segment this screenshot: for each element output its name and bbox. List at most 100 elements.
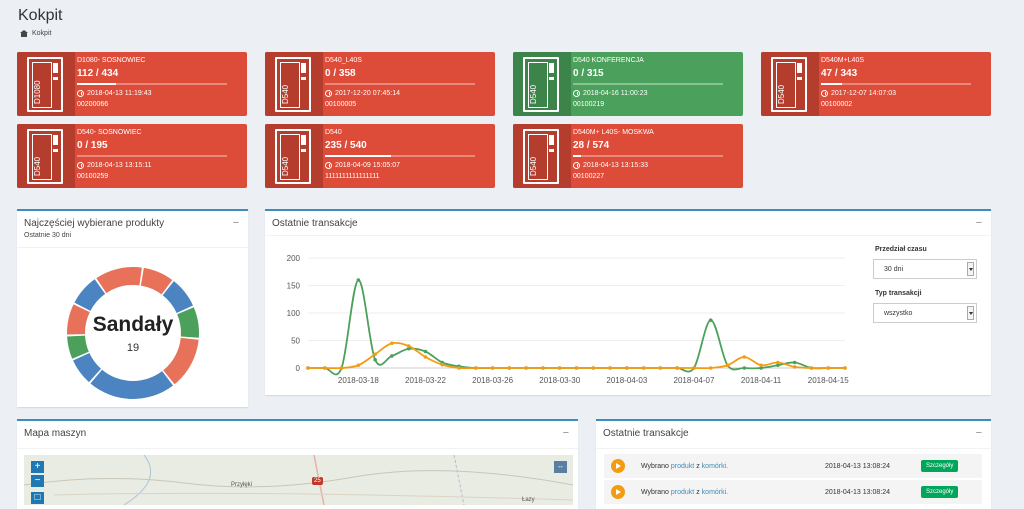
stock-progress-bar (573, 83, 723, 85)
data-point (675, 366, 679, 370)
machine-card[interactable]: D540 D540 235 / 540 2018-04-09 15:05:07 1111… (265, 124, 495, 188)
machine-last-sync: 2017-12-20 07:45:14 (325, 90, 400, 97)
road-badge: 25 (312, 477, 323, 485)
map-view[interactable]: + − □ ↔ Przyłęki Łazy 25 (24, 455, 573, 505)
data-point (373, 352, 377, 357)
machine-card[interactable]: D540 D540- SOSNOWIEC 0 / 195 2018-04-13 13:… (17, 124, 247, 188)
collapse-icon[interactable]: − (975, 427, 982, 439)
donut-segment[interactable] (90, 369, 174, 399)
machine-stock-count: 0 / 315 (573, 68, 604, 79)
type-select[interactable]: wszystko (873, 303, 977, 323)
type-select-value: wszystko (884, 310, 913, 317)
data-point (725, 363, 730, 368)
collapse-icon[interactable]: − (232, 217, 239, 229)
data-point (591, 366, 596, 370)
clock-icon (77, 90, 84, 97)
zoom-out-button[interactable]: − (31, 475, 44, 487)
machine-icon-box: D540 (513, 52, 571, 116)
recent-transactions-title: Ostatnie transakcje (603, 428, 689, 439)
machine-last-sync: 2018-04-16 11:00:23 (573, 90, 647, 97)
data-point (373, 357, 377, 362)
machine-icon-box: D540 (265, 124, 323, 188)
machine-card[interactable]: D540 D540 KONFERENCJA 0 / 315 2018-04-16 11… (513, 52, 743, 116)
machine-stock-count: 235 / 540 (325, 140, 367, 151)
machine-model: D540 (529, 156, 538, 176)
donut-segment[interactable] (67, 335, 89, 359)
data-point (742, 355, 747, 359)
data-point (339, 366, 344, 370)
machine-model: D540 (281, 156, 290, 176)
data-point (356, 278, 361, 282)
zoom-in-button[interactable]: + (31, 461, 44, 473)
machine-date: 2018-04-09 15:05:07 (335, 162, 400, 169)
clock-icon (573, 162, 580, 169)
details-button[interactable]: Szczegóły (921, 460, 959, 472)
data-point (423, 355, 428, 359)
transaction-time: 2018-04-13 13:08:24 (825, 488, 890, 496)
stock-progress-bar (325, 155, 475, 157)
donut-segment[interactable] (177, 307, 199, 338)
donut-segment[interactable] (140, 267, 173, 295)
collapse-icon[interactable]: − (562, 427, 569, 439)
donut-center-value: 19 (127, 342, 139, 354)
data-point (541, 366, 545, 370)
transaction-time: 2018-04-13 13:08:24 (825, 462, 890, 470)
data-point (440, 362, 445, 367)
x-tick-label: 2018-04-15 (808, 376, 849, 385)
machine-date: 2018-04-16 11:00:23 (583, 90, 648, 97)
vending-machine-icon: D540 (523, 129, 559, 184)
data-point (776, 360, 780, 365)
data-point (557, 366, 562, 370)
machine-model: D540 (33, 156, 42, 176)
layers-button[interactable]: □ (31, 492, 44, 504)
machine-card[interactable]: D540 D540M+L40S 47 / 343 2017-12-07 14:07:0… (761, 52, 991, 116)
machine-map-box: Mapa maszyn − + − □ ↔ Przyłęki Łazy 25 (17, 419, 578, 509)
machine-date: 2017-12-20 07:45:14 (335, 90, 400, 97)
source-link[interactable]: komórki. (701, 488, 729, 496)
data-point (608, 366, 612, 370)
fullscreen-button[interactable]: ↔ (554, 461, 567, 473)
data-point (356, 363, 361, 368)
clock-icon (325, 162, 332, 169)
series-line (308, 341, 845, 370)
machine-date: 2018-04-13 13:15:11 (87, 162, 152, 169)
donut-center-label: Sandały (93, 313, 174, 336)
data-point (322, 366, 327, 370)
transactions-line-chart: 200 150 100 50 0 2018-03-18 2018-03-22 2018-03-… (287, 254, 850, 385)
data-point (776, 363, 780, 368)
donut-segment[interactable] (74, 279, 106, 311)
clock-icon (573, 90, 580, 97)
data-point (809, 366, 814, 370)
machine-name: D540_L40S (325, 57, 362, 64)
map-place-label: Przyłęki (231, 482, 253, 488)
machine-stock-count: 0 / 358 (325, 68, 356, 79)
donut-segment[interactable] (96, 267, 142, 294)
product-link[interactable]: produkt (670, 488, 695, 496)
machine-card[interactable]: D540 D540_L40S 0 / 358 2017-12-20 07:45:14 0… (265, 52, 495, 116)
machine-icon-box: D540 (17, 124, 75, 188)
transaction-row: Wybrano produkt z komórki. 2018-04-13 13:… (604, 454, 982, 478)
machine-card[interactable]: D1080 D1080- SOSNOWIEC 112 / 434 2018-04-13… (17, 52, 247, 116)
breadcrumb-label: Kokpit (32, 30, 52, 37)
data-point (524, 366, 528, 370)
period-select[interactable]: 30 dni (873, 259, 977, 279)
map-place-label: Łazy (522, 497, 535, 503)
source-link[interactable]: komórki. (701, 462, 729, 470)
product-link[interactable]: produkt (670, 462, 695, 470)
collapse-icon[interactable]: − (975, 217, 982, 229)
tx-mid: z (696, 488, 700, 496)
donut-segment[interactable] (162, 281, 193, 313)
breadcrumb[interactable]: Kokpit (20, 30, 51, 37)
donut-segment[interactable] (73, 353, 101, 383)
vending-machine-icon: D540 (27, 129, 63, 184)
donut-segment[interactable] (67, 304, 90, 335)
machine-card[interactable]: D540 D540M+ L40S- MOSKWA 28 / 574 2018-04-1… (513, 124, 743, 188)
machine-model: D540 (529, 84, 538, 104)
vending-machine-icon: D540 (275, 57, 311, 112)
stock-progress-bar (77, 83, 227, 85)
details-button[interactable]: Szczegóły (921, 486, 959, 498)
vending-machine-icon: D540 (523, 57, 559, 112)
data-point (759, 366, 763, 370)
clock-icon (77, 162, 84, 169)
donut-segment[interactable] (163, 337, 199, 385)
